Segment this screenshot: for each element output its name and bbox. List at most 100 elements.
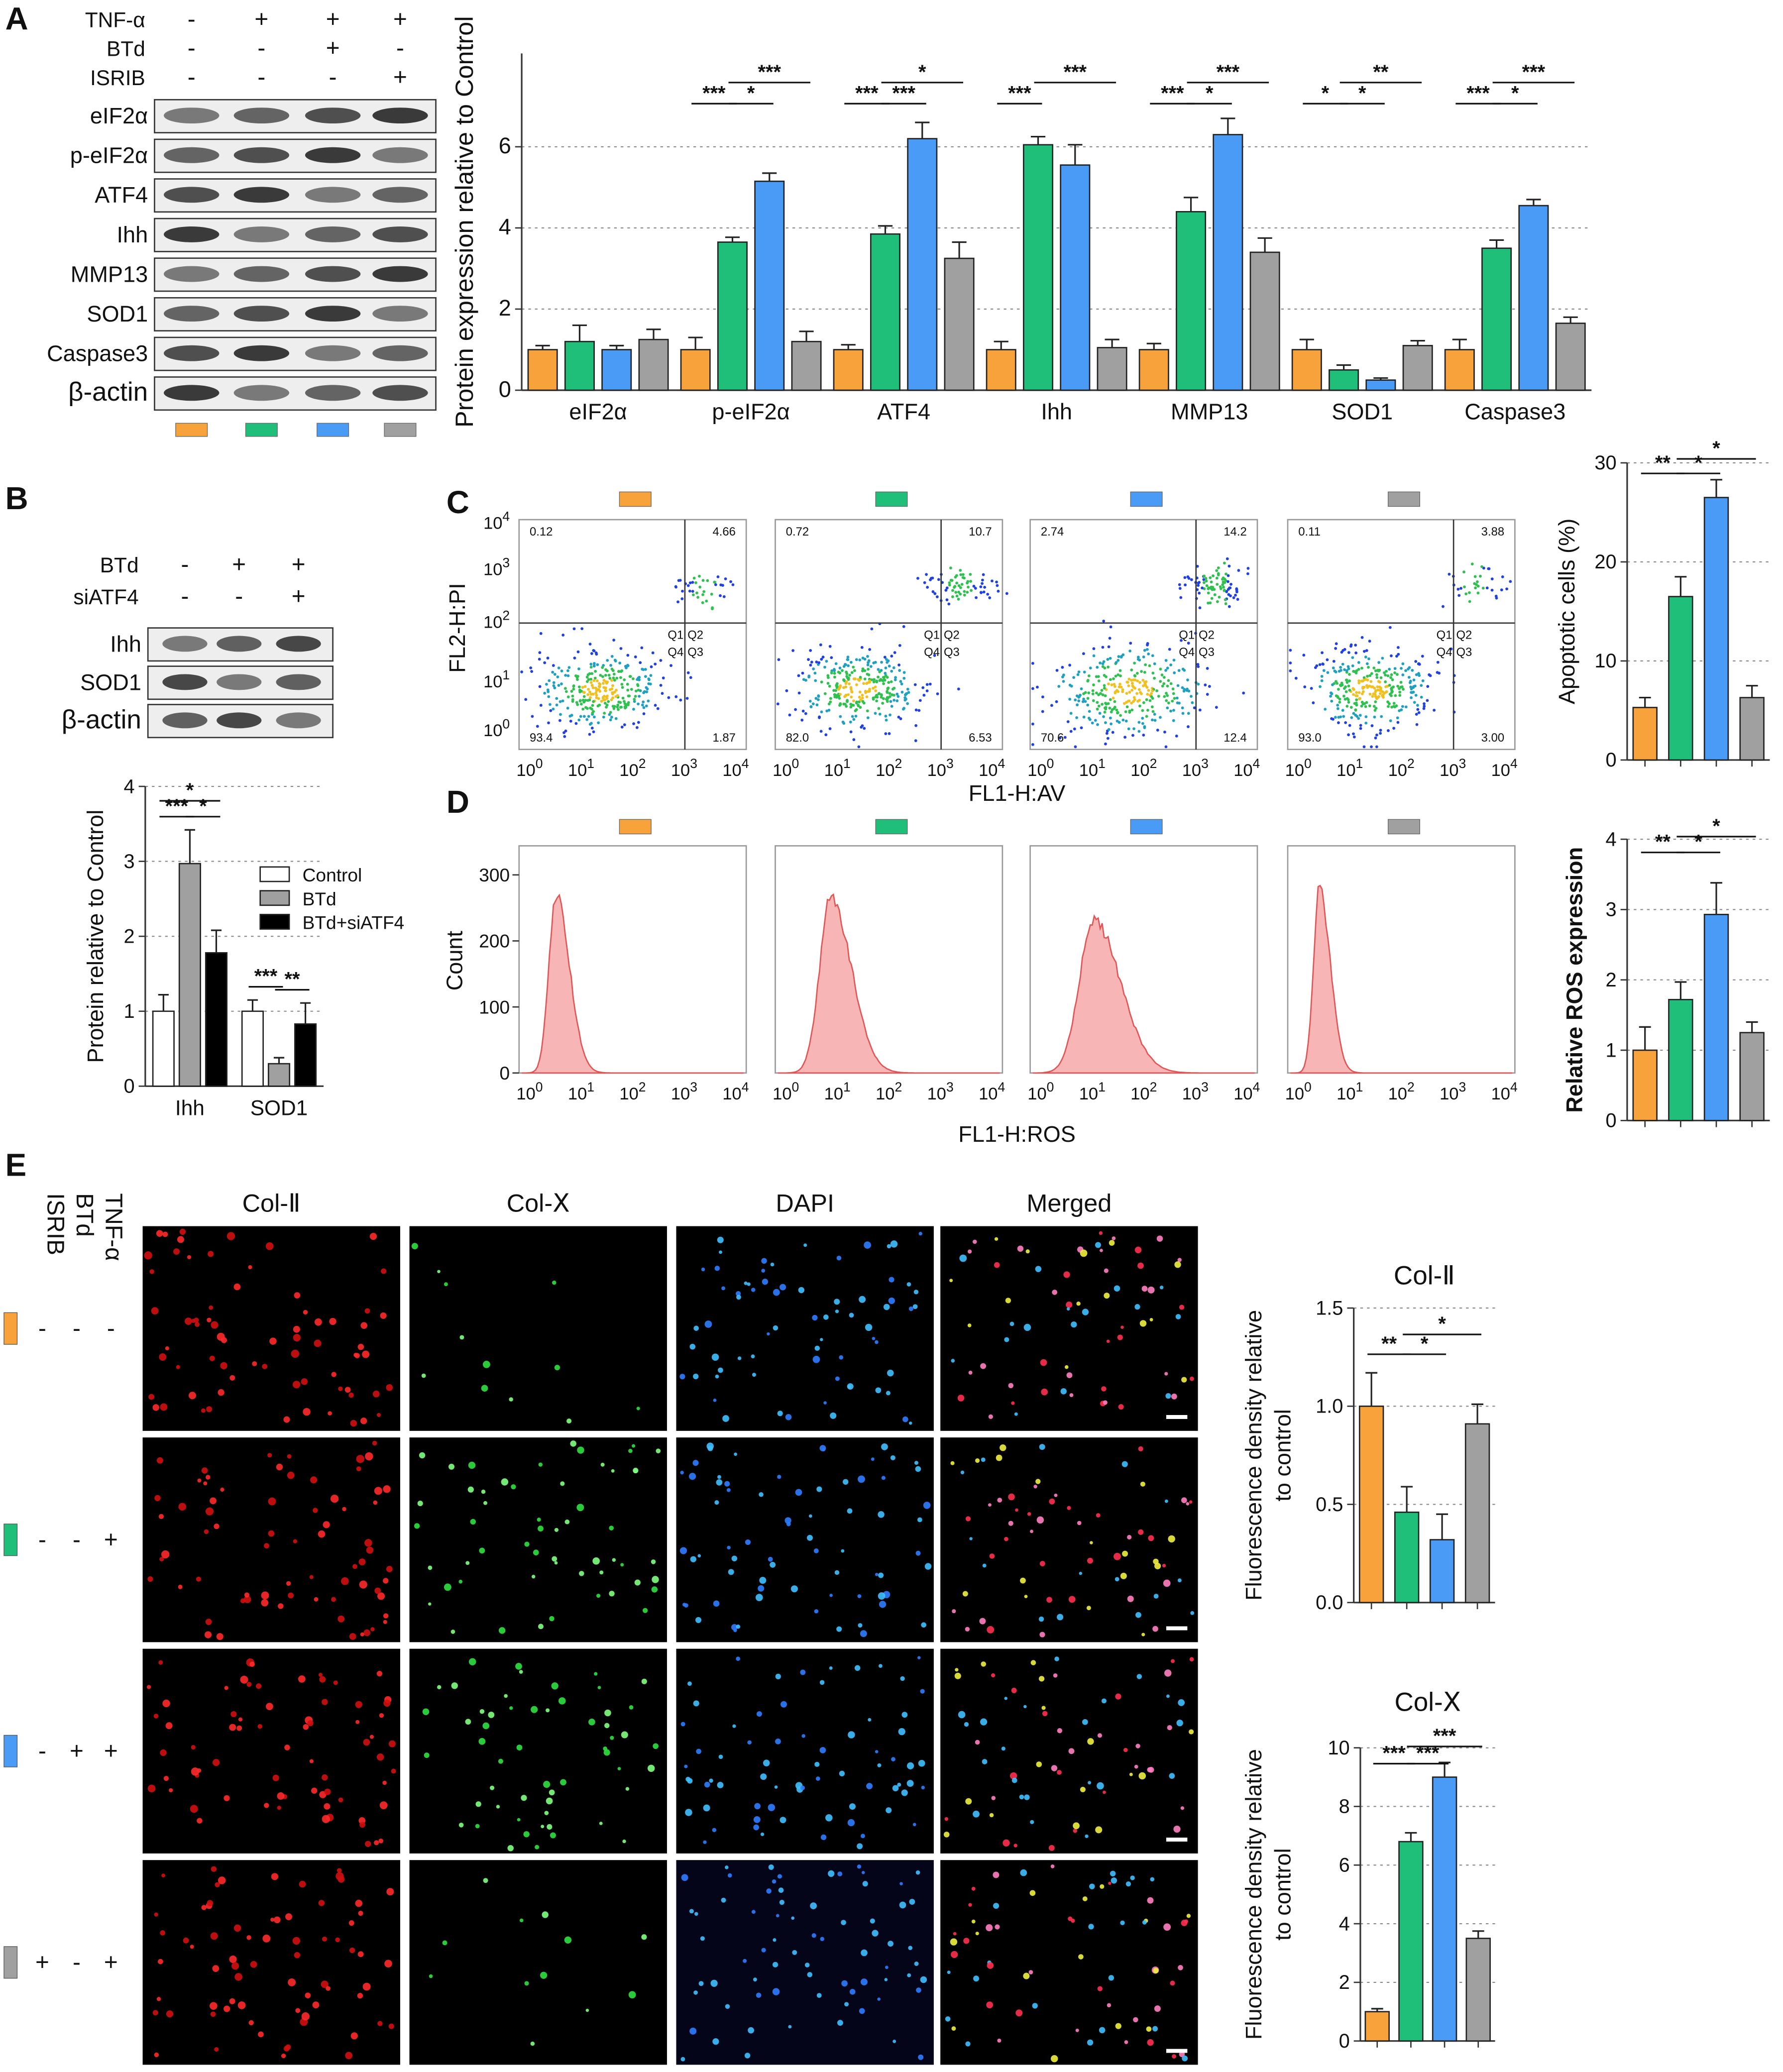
cell [697,1554,701,1558]
cell [226,1232,235,1240]
bar [1465,1938,1491,2042]
tick-exp: 0 [536,756,543,771]
cell [888,1941,893,1947]
density-dot [594,669,597,673]
cell [516,1745,523,1750]
cell [1068,1916,1073,1921]
cell [465,1719,471,1725]
density-dot [1391,690,1394,693]
cell [690,1556,696,1562]
density-dot [888,695,892,698]
density-dot [1145,715,1148,718]
cell [588,1719,595,1726]
error-bar [1639,696,1651,708]
cell [991,1673,996,1678]
cell [1167,1725,1172,1731]
cell [849,1803,856,1810]
density-dot [902,676,906,680]
cell [176,1365,180,1369]
y-tick-label: 3 [1606,899,1617,921]
density-dot [1213,593,1217,596]
cell [617,1767,621,1770]
quadrant-label: Q2 [687,629,703,642]
density-dot [892,693,895,697]
cell [560,1779,566,1786]
bar [1444,349,1475,391]
tick-label: 101 [1337,1080,1363,1103]
plot-box [775,519,1003,751]
cell [1063,1271,1070,1278]
density-dot [875,680,879,684]
tick-exp: 2 [1150,756,1157,771]
cell [693,1700,699,1707]
cell [552,1280,557,1285]
cell [324,1803,331,1810]
cell [916,1987,921,1993]
condition-sign: - [38,1315,46,1342]
tick-label: 104 [483,509,510,533]
blot-band [217,636,262,652]
tick-base: 10 [1027,761,1046,780]
density-dot [857,745,861,749]
blot-band [233,147,290,163]
cell [949,1279,953,1283]
cell [810,1902,817,1910]
density-dot [869,665,873,668]
cell [318,1900,325,1906]
cell [1104,1293,1110,1299]
density-dot [951,589,954,592]
cell [519,1918,524,1923]
density-dot [874,660,877,664]
cell [835,1309,839,1313]
tick-base: 10 [927,761,946,780]
legend-swatch [259,890,290,906]
cell [965,1627,970,1632]
cell [523,1831,530,1838]
cell [878,1572,884,1578]
density-dot [1168,648,1171,651]
density-dot [596,663,599,666]
cell [633,1469,638,1474]
density-dot [982,590,986,594]
density-dot [1343,697,1347,701]
cell [380,1312,387,1319]
cell [955,1668,959,1672]
cell [768,1804,776,1811]
density-dot [1505,587,1509,591]
density-dot [846,700,849,703]
cell [1097,1733,1103,1738]
cell [450,1630,455,1634]
density-dot [654,704,657,707]
significance-label: *** [1466,82,1490,104]
density-dot [1119,655,1123,659]
cell [747,1282,751,1286]
tick-label: 103 [1440,1080,1466,1103]
density-dot [701,579,705,582]
cell [811,1933,816,1938]
blot-band [233,187,290,203]
density-dot [579,702,583,706]
cell [1023,1323,1031,1331]
cell [680,1471,684,1475]
density-dot [1172,719,1175,722]
cell [947,1970,951,1974]
density-dot [1383,691,1386,695]
density-dot [897,663,901,666]
density-dot [607,673,611,677]
cell [908,1946,913,1950]
cell [223,1795,230,1801]
cell [1137,1262,1144,1269]
density-dot [1355,715,1359,718]
density-dot [1031,743,1034,746]
cell [828,1870,835,1877]
cell [326,1986,331,1991]
blot-band [372,187,428,203]
blot-band [305,187,361,203]
density-dot [546,656,550,660]
cell [277,1806,281,1810]
density-dot [632,708,635,711]
density-dot [829,700,832,704]
group-swatch [1130,491,1163,507]
density-dot [634,655,637,658]
density-dot [591,692,595,696]
